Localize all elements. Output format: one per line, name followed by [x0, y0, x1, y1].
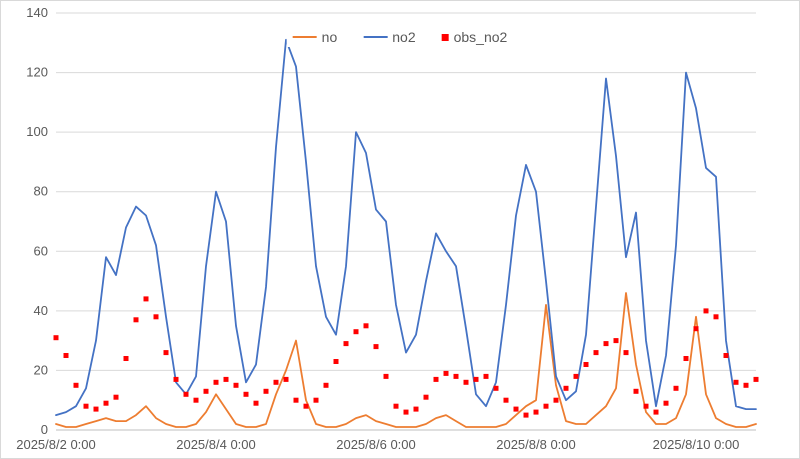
svg-text:2025/8/8 0:00: 2025/8/8 0:00 — [496, 437, 576, 452]
svg-text:2025/8/2 0:00: 2025/8/2 0:00 — [16, 437, 96, 452]
svg-text:20: 20 — [34, 362, 48, 377]
svg-text:40: 40 — [34, 303, 48, 318]
legend-label-no: no — [321, 29, 338, 45]
svg-text:120: 120 — [26, 65, 48, 80]
svg-text:0: 0 — [41, 422, 48, 437]
legend-item-obs-no2[interactable]: obs_no2 — [441, 29, 508, 45]
svg-text:2025/8/10 0:00: 2025/8/10 0:00 — [653, 437, 740, 452]
svg-text:80: 80 — [34, 184, 48, 199]
line-swatch-no-icon — [292, 36, 317, 38]
svg-text:100: 100 — [26, 124, 48, 139]
line-swatch-no2-icon — [363, 36, 388, 38]
legend: no no2 obs_no2 — [286, 27, 514, 47]
legend-label-obs-no2: obs_no2 — [453, 29, 508, 45]
svg-text:2025/8/4 0:00: 2025/8/4 0:00 — [176, 437, 256, 452]
svg-text:140: 140 — [26, 5, 48, 20]
svg-text:2025/8/6 0:00: 2025/8/6 0:00 — [336, 437, 416, 452]
legend-item-no[interactable]: no — [292, 29, 338, 45]
legend-item-no2[interactable]: no2 — [363, 29, 416, 45]
legend-label-no2: no2 — [392, 29, 416, 45]
svg-text:60: 60 — [34, 243, 48, 258]
square-swatch-obs-no2-icon — [441, 33, 449, 41]
